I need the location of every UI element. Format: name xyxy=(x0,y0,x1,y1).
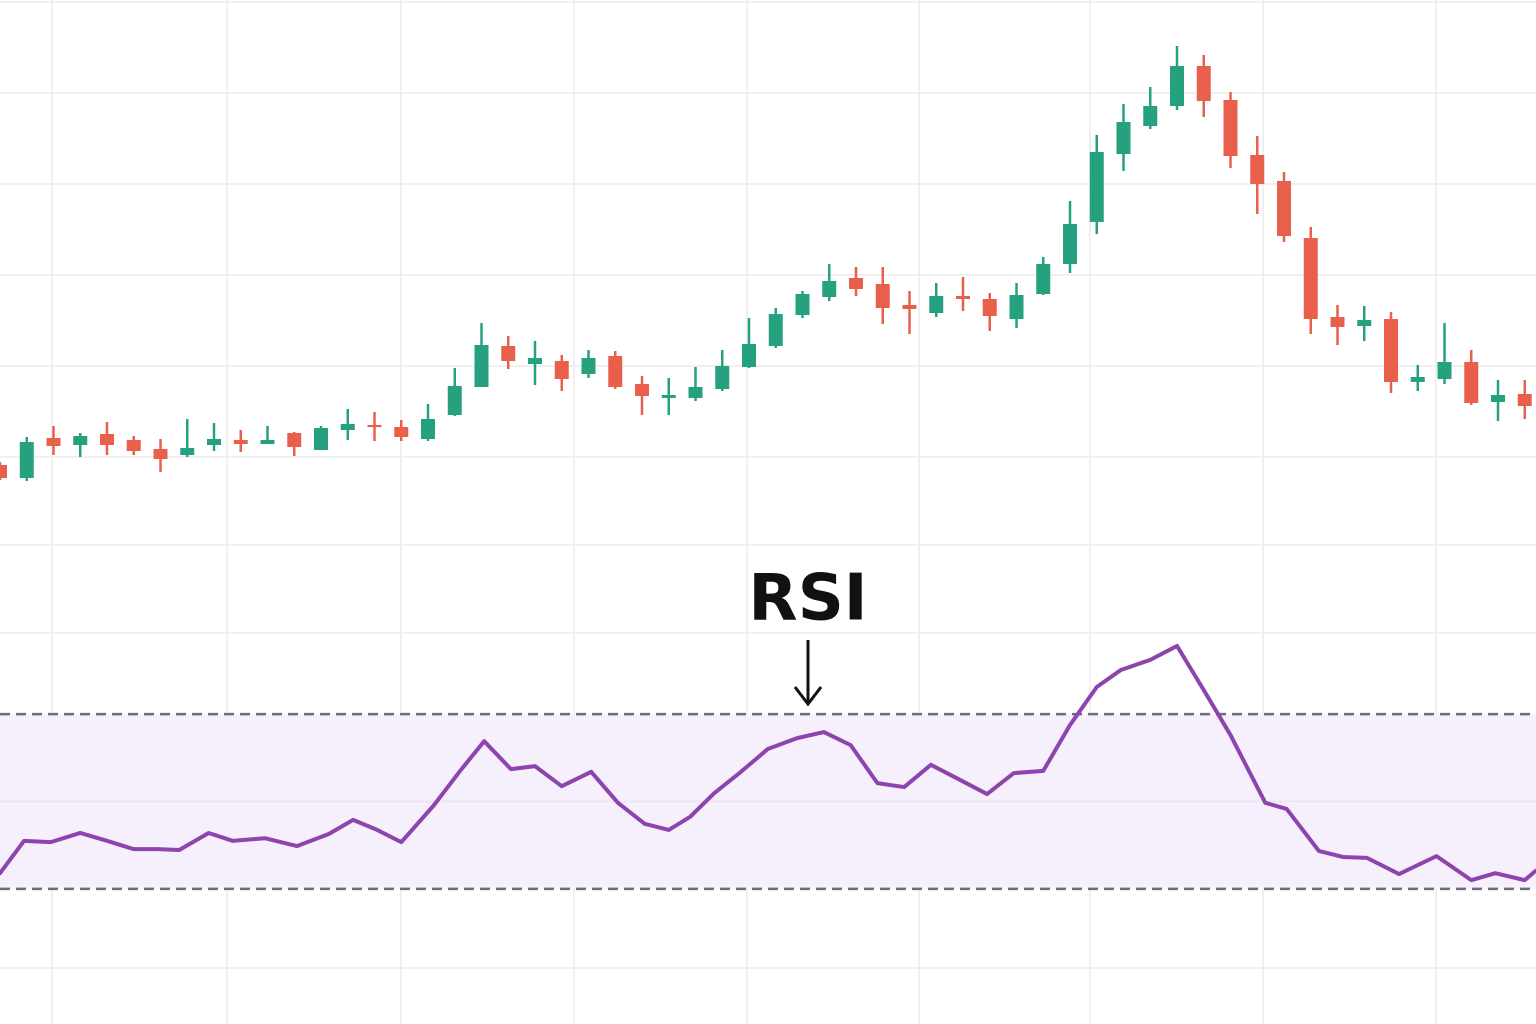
candle-body xyxy=(608,356,623,387)
candle-body xyxy=(635,384,650,396)
candle-body xyxy=(554,361,569,379)
candle-body xyxy=(1464,362,1479,403)
candle-body xyxy=(1277,181,1292,236)
candle-body xyxy=(0,465,7,478)
candle-body xyxy=(126,440,141,451)
candle-body xyxy=(260,440,275,444)
candle-body xyxy=(1116,122,1131,154)
candle-body xyxy=(902,305,917,309)
candle-body xyxy=(1009,295,1024,319)
candle-body xyxy=(340,424,355,430)
candle-body xyxy=(1063,224,1078,264)
candle-body xyxy=(822,281,837,297)
candle-body xyxy=(394,427,409,437)
arrow xyxy=(793,640,823,707)
candle-body xyxy=(1303,238,1318,319)
candle-body xyxy=(1143,106,1158,126)
candle-body xyxy=(1517,394,1532,406)
candle-body xyxy=(875,284,890,308)
candle-body xyxy=(1036,264,1051,294)
arrow-head xyxy=(793,686,823,707)
candle-body xyxy=(581,358,596,374)
candle-body xyxy=(314,428,329,450)
candle-body xyxy=(100,434,115,445)
candle-body xyxy=(1357,320,1372,326)
rsi-line xyxy=(0,643,1536,883)
candle-body xyxy=(1250,155,1265,184)
candle-body xyxy=(287,433,302,447)
candle-body xyxy=(1491,395,1506,402)
candle-body xyxy=(180,448,195,455)
candle-body xyxy=(73,436,88,445)
candle-body xyxy=(19,442,34,478)
candle-body xyxy=(421,419,436,439)
candle-body xyxy=(1437,362,1452,379)
candle-body xyxy=(233,440,248,444)
candle-body xyxy=(1384,319,1399,382)
candle-body xyxy=(795,294,810,315)
candle-body xyxy=(982,299,997,316)
marks xyxy=(0,46,1536,891)
candle-body xyxy=(1410,377,1425,382)
candle-body xyxy=(474,345,489,387)
candle-body xyxy=(715,366,730,389)
candle-body xyxy=(1223,100,1238,156)
candle-body xyxy=(1089,152,1104,222)
candle-body xyxy=(153,449,168,459)
candle-body xyxy=(1170,66,1185,106)
candle-body xyxy=(1330,317,1345,327)
candle-body xyxy=(661,395,676,398)
candle-body xyxy=(207,439,222,445)
candle-body xyxy=(1196,66,1211,101)
candle-body xyxy=(367,425,382,427)
candle-body xyxy=(46,438,61,446)
candle-body xyxy=(528,358,543,364)
rsi-label: RSI xyxy=(748,562,867,636)
rsi-band-layer xyxy=(0,714,1536,889)
candle-body xyxy=(501,346,516,361)
candle-body xyxy=(849,278,864,289)
candle-body xyxy=(768,314,783,346)
candle-body xyxy=(447,386,462,415)
candle-body xyxy=(688,387,703,398)
candle-body xyxy=(929,296,944,313)
candle-body xyxy=(742,344,757,367)
candle-body xyxy=(956,296,971,299)
